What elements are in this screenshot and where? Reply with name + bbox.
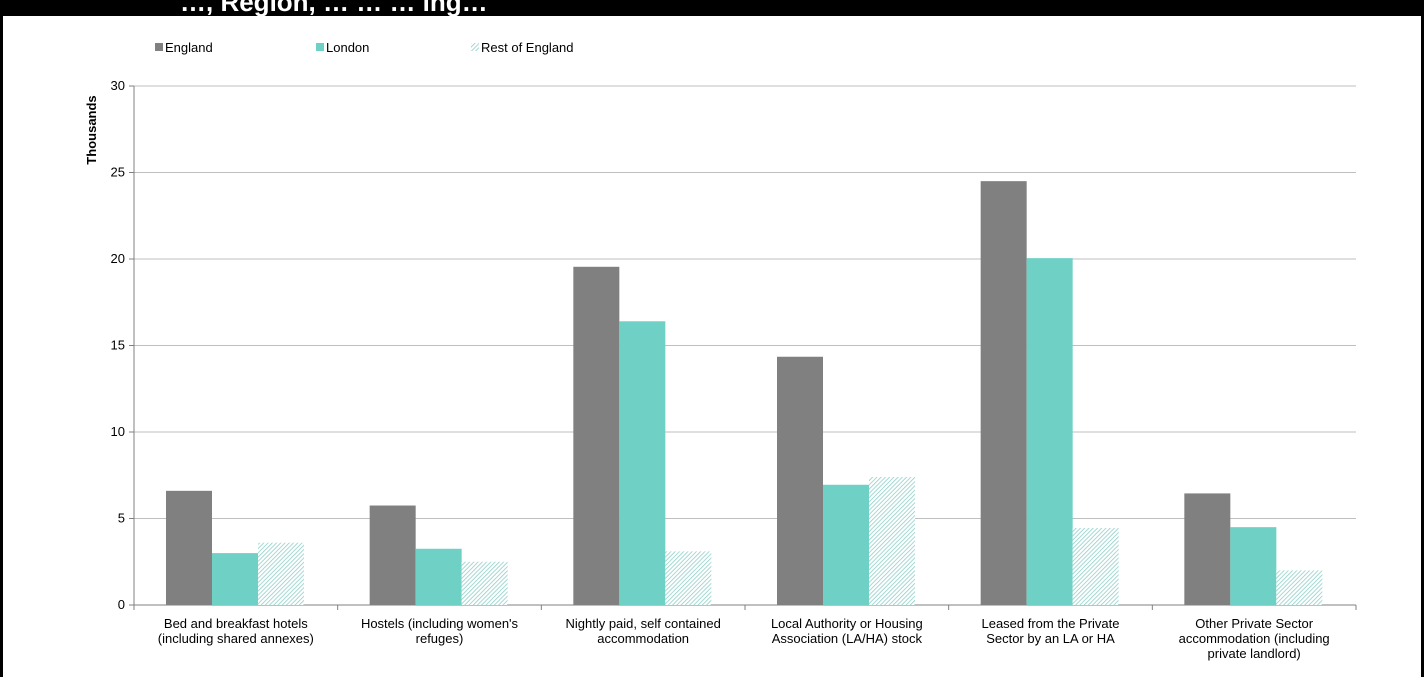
bar-england xyxy=(980,181,1027,605)
legend-swatch-england xyxy=(155,43,163,51)
bar-london xyxy=(415,548,462,605)
x-category-label: (including shared annexes) xyxy=(158,631,314,646)
category-labels: Bed and breakfast hotels(including share… xyxy=(158,616,1330,661)
y-tick-label: 0 xyxy=(118,597,125,612)
bar-rest-of-england xyxy=(665,551,712,605)
bar-england xyxy=(573,266,620,605)
bar-england xyxy=(1184,493,1231,605)
y-tick-label: 30 xyxy=(111,78,125,93)
bar-rest-of-england xyxy=(461,561,508,605)
bar-rest-of-england xyxy=(1072,528,1119,605)
bar-london xyxy=(212,553,258,605)
bars xyxy=(166,181,1323,605)
bar-london xyxy=(1026,258,1073,605)
bar-rest-of-england xyxy=(869,476,915,605)
y-axis-label: Thousands xyxy=(84,95,99,164)
chart-title-fragment: …, Region, … … … ing… xyxy=(180,0,488,16)
bar-rest-of-england xyxy=(258,542,304,605)
y-tick-label: 5 xyxy=(118,511,125,526)
x-category-label: Leased from the Private xyxy=(981,616,1119,631)
bar-london xyxy=(619,321,666,605)
x-category-label: Association (LA/HA) stock xyxy=(772,631,923,646)
bar-rest-of-england xyxy=(1276,570,1323,605)
x-category-label: Other Private Sector xyxy=(1195,616,1313,631)
x-category-label: Nightly paid, self contained xyxy=(565,616,720,631)
x-category-label: Sector by an LA or HA xyxy=(986,631,1115,646)
legend: England London Rest of England xyxy=(155,40,574,55)
bar-london xyxy=(823,484,869,605)
x-category-label: accommodation xyxy=(597,631,689,646)
axes xyxy=(129,85,1357,610)
y-tick-label: 10 xyxy=(111,424,125,439)
x-category-label: Hostels (including women's xyxy=(361,616,519,631)
y-tick-label: 25 xyxy=(111,165,125,180)
legend-label: England xyxy=(165,40,213,55)
x-category-label: refuges) xyxy=(416,631,464,646)
bar-england xyxy=(166,490,212,605)
gridlines xyxy=(134,85,1356,519)
bar-england xyxy=(777,356,823,605)
x-category-label: accommodation (including xyxy=(1179,631,1330,646)
legend-label: London xyxy=(326,40,369,55)
y-tick-label: 20 xyxy=(111,251,125,266)
bar-london xyxy=(1230,527,1277,605)
x-category-label: private landlord) xyxy=(1208,646,1301,661)
bar-england xyxy=(369,505,416,605)
x-category-label: Local Authority or Housing xyxy=(771,616,923,631)
tick-labels: 0 5 10 15 20 25 30 xyxy=(111,78,125,612)
x-category-label: Bed and breakfast hotels xyxy=(164,616,308,631)
legend-swatch-london xyxy=(316,43,324,51)
chart-title-bar: …, Region, … … … ing… xyxy=(0,0,1424,16)
legend-label: Rest of England xyxy=(481,40,574,55)
y-tick-label: 15 xyxy=(111,338,125,353)
legend-swatch-rest-of-england xyxy=(471,43,479,51)
